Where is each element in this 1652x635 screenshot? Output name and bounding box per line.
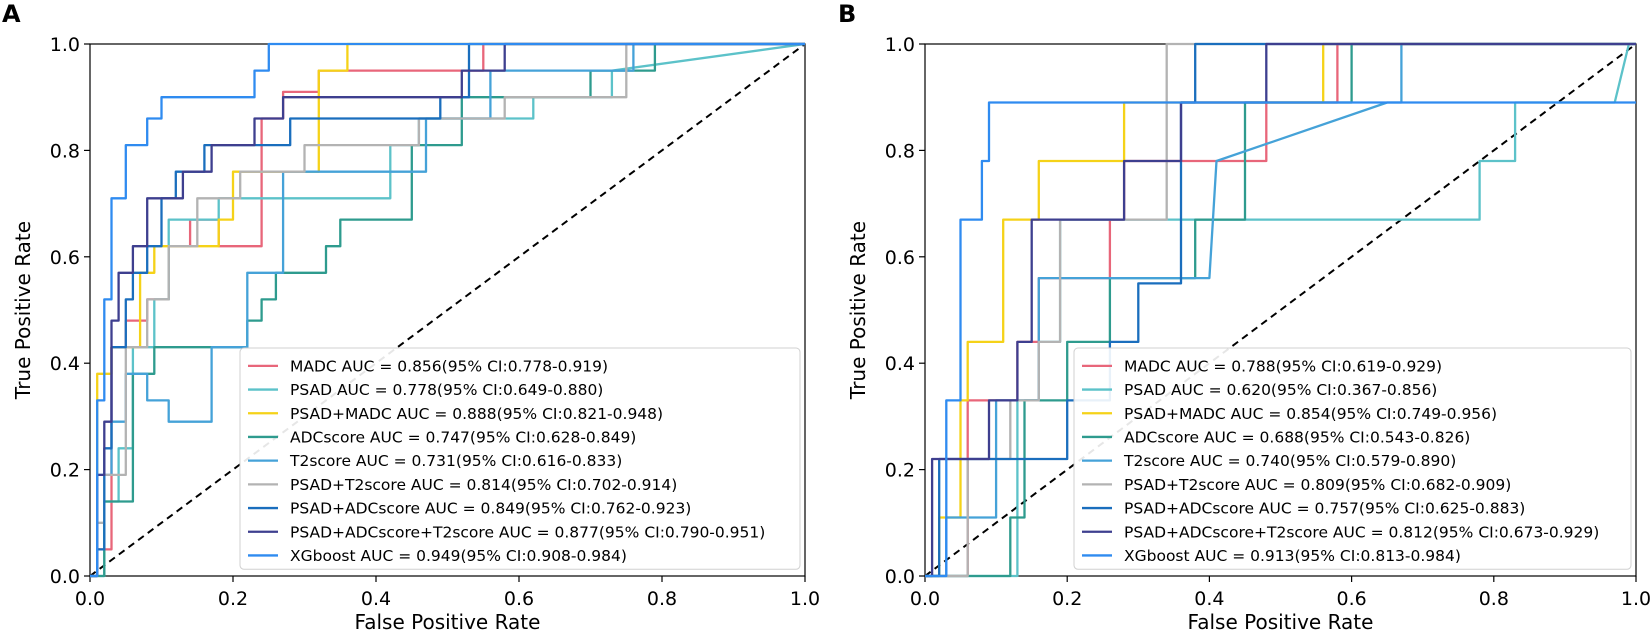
panel-a-y-tick-label: 0.6 [50,247,80,269]
panel-a-x-tick-label: 0.4 [361,588,391,610]
panel-a-x-tick-label: 0.0 [75,588,105,610]
panel-a-roc-curve-xgboost [90,42,805,578]
panel-a-x-tick-label: 0.2 [218,588,248,610]
panel-b-roc-curve-xgboost [925,101,1636,578]
panel-b-x-tick-label: 0.2 [1052,588,1082,610]
panel-a-y-tick-label: 1.0 [50,34,80,56]
panel-b-y-tick-label: 0.2 [885,460,915,482]
panel-a-y-tick-label: 0.8 [50,140,80,162]
panel-a-legend-label-psad-plus-t2score: PSAD+T2score AUC = 0.814(95% CI:0.702-0.… [290,476,677,494]
panel-b-x-tick-label: 0.0 [910,588,940,610]
panel-a-legend-label-adcscore: ADCscore AUC = 0.747(95% CI:0.628-0.849) [290,428,636,446]
panel-b-x-tick-label: 0.8 [1479,588,1509,610]
panel-a-roc-curve-psad-plus-adcscore [90,42,805,578]
panel-a-legend-label-psad: PSAD AUC = 0.778(95% CI:0.649-0.880) [290,381,603,399]
panel-b-legend-label-t2score: T2score AUC = 0.740(95% CI:0.579-0.890) [1123,452,1456,470]
panel-b-y-tick-label: 0.0 [885,566,915,588]
panel-b-legend-label-xgboost: XGboost AUC = 0.913(95% CI:0.813-0.984) [1124,547,1461,565]
panel-b-legend-label-psad-plus-madc: PSAD+MADC AUC = 0.854(95% CI:0.749-0.956… [1124,405,1497,423]
panel-b-y-tick-label: 1.0 [885,34,915,56]
panel-letter-a: A [2,0,21,28]
panel-a-y-axis-label: True Positive Rate [11,221,35,400]
panel-b-legend-label-psad-plus-adcscore-plus-t2score: PSAD+ADCscore+T2score AUC = 0.812(95% CI… [1124,523,1599,541]
panel-b-legend-label-adcscore: ADCscore AUC = 0.688(95% CI:0.543-0.826) [1124,428,1470,446]
panel-a-legend-label-psad-plus-adcscore: PSAD+ADCscore AUC = 0.849(95% CI:0.762-0… [290,500,691,518]
panel-b-y-tick-label: 0.6 [885,247,915,269]
panel-a-legend [239,347,801,570]
panel-a-legend-label-psad-plus-adcscore-plus-t2score: PSAD+ADCscore+T2score AUC = 0.877(95% CI… [290,523,765,541]
roc-panel-a: A 0.0 0.2 0.4 0.6 0.8 1.0 0.0 0.2 0.4 0.6 0.8 1.0 Fa… [2,0,820,634]
panel-a-y-tick-label: 0.4 [50,353,80,375]
panel-a-legend-label-psad-plus-madc: PSAD+MADC AUC = 0.888(95% CI:0.821-0.948… [290,405,663,423]
panel-a-legend-label-t2score: T2score AUC = 0.731(95% CI:0.616-0.833) [289,452,622,470]
panel-a-x-axis-label: False Positive Rate [355,610,541,634]
panel-a-x-tick-label: 0.8 [647,588,677,610]
panel-b-y-tick-label: 0.4 [885,353,915,375]
panel-b-x-tick-label: 1.0 [1621,588,1651,610]
panel-b-x-axis-label: False Positive Rate [1188,610,1374,634]
panel-b-y-tick-label: 0.8 [885,140,915,162]
panel-b-x-tick-label: 0.6 [1336,588,1366,610]
panel-a-x-tick-label: 1.0 [790,588,820,610]
panel-a-chance-diagonal [89,43,806,577]
panel-b-chance-diagonal [924,43,1637,577]
panel-a-x-tick-label: 0.6 [504,588,534,610]
panel-b-legend-label-psad: PSAD AUC = 0.620(95% CI:0.367-0.856) [1124,381,1437,399]
panel-letter-b: B [838,0,856,28]
panel-b-legend [1073,347,1632,570]
panel-a-y-tick-label: 0.2 [50,460,80,482]
panel-a-y-tick-label: 0.0 [50,566,80,588]
panel-b-x-tick-label: 0.4 [1194,588,1224,610]
panel-a-legend-label-xgboost: XGboost AUC = 0.949(95% CI:0.908-0.984) [290,547,627,565]
panel-a-roc-curve-psad-plus-adcscore-plus-t2score [90,42,805,578]
panel-b-legend-label-psad-plus-adcscore: PSAD+ADCscore AUC = 0.757(95% CI:0.625-0… [1124,500,1525,518]
panel-b-legend-label-psad-plus-t2score: PSAD+T2score AUC = 0.809(95% CI:0.682-0.… [1124,476,1511,494]
panel-b-legend-label-madc: MADC AUC = 0.788(95% CI:0.619-0.929) [1124,357,1442,375]
roc-panel-b: B 0.0 0.2 0.4 0.6 0.8 1.0 0.0 0.2 0.4 0.6 0.8 1.0 Fa… [838,0,1651,634]
panel-b-y-axis-label: True Positive Rate [846,221,870,400]
panel-a-legend-label-madc: MADC AUC = 0.856(95% CI:0.778-0.919) [290,357,608,375]
